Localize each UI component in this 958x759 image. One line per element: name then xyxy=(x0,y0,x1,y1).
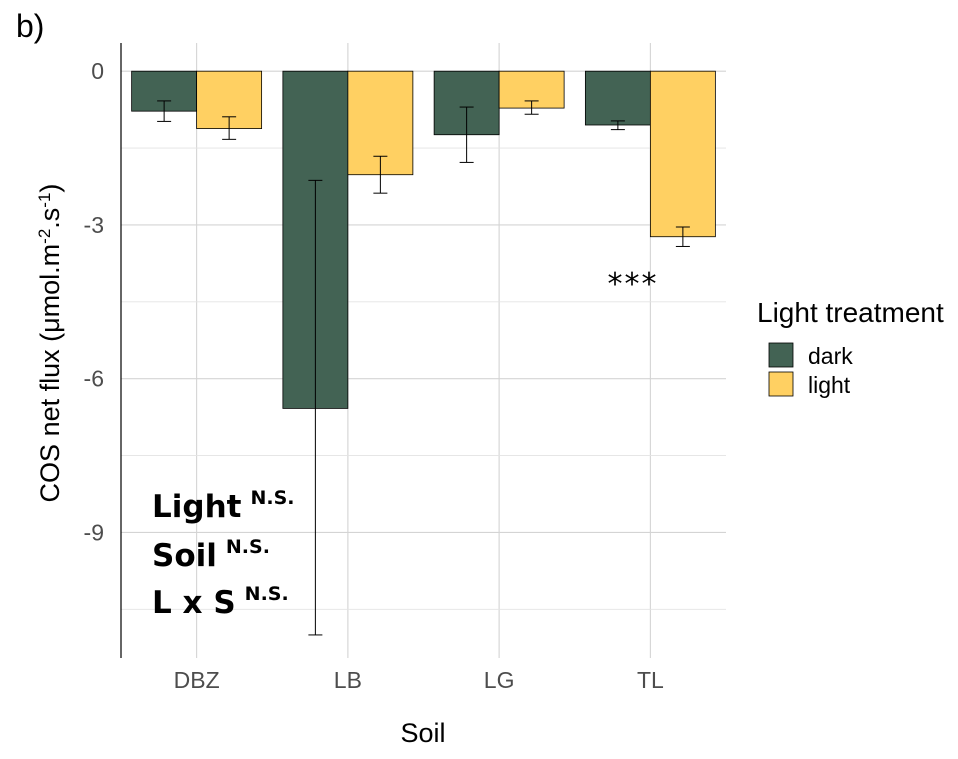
stat-light-label: Light xyxy=(152,489,242,525)
error-bar-light-LG xyxy=(524,100,539,115)
legend: Light treatment dark light xyxy=(757,297,944,398)
y-tick-labels: 0 -3 -6 -9 xyxy=(84,58,104,545)
error-bar-dark-DBZ xyxy=(157,100,172,122)
x-tick-label: LG xyxy=(484,667,515,693)
x-tick-label: TL xyxy=(637,667,664,693)
x-tick-label: DBZ xyxy=(174,667,220,693)
y-axis-title-part: .s xyxy=(35,208,65,229)
x-axis-title: Soil xyxy=(400,718,445,748)
legend-swatch-light xyxy=(768,371,794,397)
bar-dark-TL xyxy=(584,70,651,126)
y-axis-title-part: COS net flux (μmol.m xyxy=(35,244,65,503)
panel-label: b) xyxy=(16,8,44,44)
error-bar-light-TL xyxy=(675,226,690,247)
error-bar-dark-LG xyxy=(459,106,474,163)
bar-light-TL xyxy=(649,70,716,238)
y-tick-label: 0 xyxy=(91,58,104,84)
bars xyxy=(131,70,716,409)
stat-interaction-label: L x S xyxy=(152,585,236,621)
y-axis-title-superscript: -2 xyxy=(35,229,54,244)
legend-label-light: light xyxy=(808,372,851,398)
error-bars xyxy=(157,100,690,636)
y-tick-label: -6 xyxy=(84,366,104,392)
error-bar-light-LB xyxy=(373,155,388,194)
stat-soil: Soil N.S. xyxy=(152,536,270,574)
y-tick-label: -3 xyxy=(84,212,104,238)
stat-interaction: L x S N.S. xyxy=(152,583,289,621)
y-axis-title: COS net flux (μmol.m-2.s-1) xyxy=(35,184,66,503)
y-axis-title-part: ) xyxy=(35,184,65,193)
legend-label-dark: dark xyxy=(808,343,853,369)
y-tick-label: -9 xyxy=(84,519,104,545)
stat-interaction-sup: N.S. xyxy=(245,583,289,605)
error-bar-dark-LB xyxy=(308,179,323,636)
error-bar-light-DBZ xyxy=(222,116,237,140)
stat-light-sup: N.S. xyxy=(250,487,294,509)
stat-light: Light N.S. xyxy=(152,487,295,525)
stat-soil-label: Soil xyxy=(152,538,217,574)
stat-soil-sup: N.S. xyxy=(226,536,270,558)
error-bar-dark-TL xyxy=(610,120,625,131)
legend-swatch-dark xyxy=(768,342,794,368)
x-tick-labels: DBZ LB LG TL xyxy=(174,667,664,693)
y-axis-title-superscript: -1 xyxy=(35,193,54,208)
stats-annotation: Light N.S. Soil N.S. L x S N.S. xyxy=(152,487,295,621)
significance-marker: *** xyxy=(608,267,659,302)
legend-title: Light treatment xyxy=(757,297,944,328)
x-tick-label: LB xyxy=(334,667,362,693)
